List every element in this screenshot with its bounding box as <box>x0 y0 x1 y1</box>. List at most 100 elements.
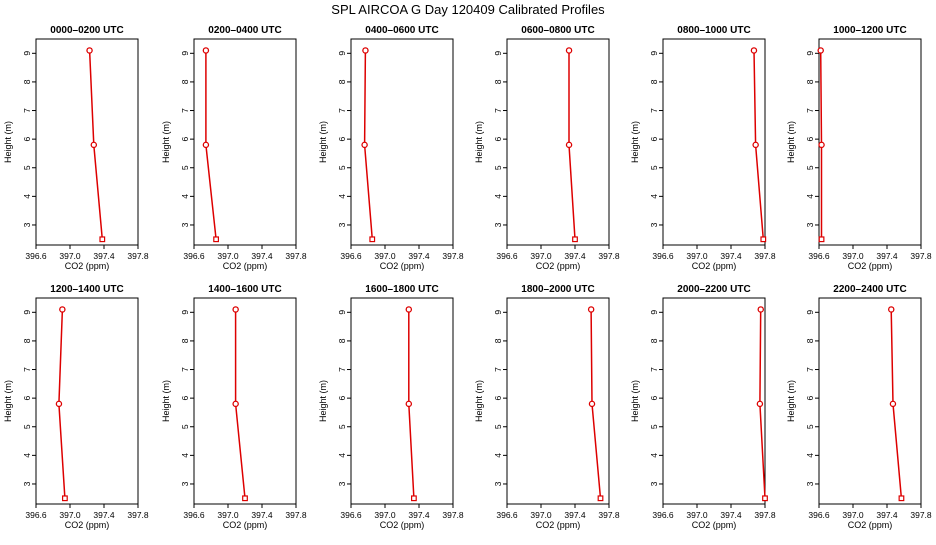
y-axis-label: Height (m) <box>630 380 640 422</box>
x-tick-label: 396.6 <box>652 251 674 261</box>
y-tick-label: 7 <box>493 367 503 372</box>
plot-frame <box>662 38 766 246</box>
plot-frame <box>35 38 139 246</box>
profile-point-square <box>762 495 768 502</box>
y-tick-label: 6 <box>180 137 190 142</box>
x-tick-label: 397.8 <box>127 510 149 520</box>
y-tick-label: 8 <box>805 338 815 343</box>
x-tick-label: 397.8 <box>285 251 307 261</box>
plot-frame <box>506 38 610 246</box>
y-tick-label: 8 <box>805 79 815 84</box>
x-tick-label: 397.4 <box>876 510 898 520</box>
profile-point-square <box>572 236 578 243</box>
x-axis-label: CO2 (ppm) <box>692 261 737 271</box>
plot-frame <box>193 38 297 246</box>
x-tick-label: 397.4 <box>93 510 115 520</box>
y-tick-label: 5 <box>649 165 659 170</box>
profile-point-circle <box>750 47 758 54</box>
panel-6: 1000–1200 UTC 396.6 397.0 397.4 397.8 3 4 5 6 7 8 9… <box>786 25 932 271</box>
y-tick-label: 8 <box>180 79 190 84</box>
y-tick-label: 8 <box>649 79 659 84</box>
profile-point-circle <box>565 47 573 54</box>
x-tick-label: 397.0 <box>686 251 708 261</box>
x-tick-label: 397.0 <box>59 251 81 261</box>
x-tick-label: 396.6 <box>183 510 205 520</box>
y-tick-label: 6 <box>22 396 32 401</box>
profile-point-circle <box>756 400 764 408</box>
y-tick-label: 3 <box>180 222 190 227</box>
y-tick-label: 3 <box>22 481 32 486</box>
plot-frame <box>506 297 610 505</box>
profile-point-circle <box>202 47 210 54</box>
x-tick-label: 397.8 <box>910 251 932 261</box>
y-tick-label: 5 <box>493 424 503 429</box>
x-tick-label: 397.8 <box>598 251 620 261</box>
plot-frame <box>35 297 139 505</box>
panel-title: 0800–1000 UTC <box>677 25 750 36</box>
y-tick-label: 4 <box>337 194 347 199</box>
y-tick-label: 8 <box>22 338 32 343</box>
y-tick-label: 4 <box>180 453 190 458</box>
y-tick-label: 7 <box>337 367 347 372</box>
y-tick-label: 9 <box>649 51 659 56</box>
y-tick-label: 3 <box>493 222 503 227</box>
x-tick-label: 397.8 <box>442 510 464 520</box>
y-tick-label: 9 <box>22 310 32 315</box>
profile-point-circle <box>232 400 239 408</box>
x-axis-label: CO2 (ppm) <box>536 520 581 530</box>
panel-title: 0200–0400 UTC <box>208 25 281 36</box>
panel-5: 0800–1000 UTC 396.6 397.0 397.4 397.8 3 4 5 6 7 8 9… <box>630 25 776 271</box>
y-axis-label: Height (m) <box>474 121 484 163</box>
x-tick-label: 396.6 <box>496 510 518 520</box>
y-tick-label: 5 <box>649 424 659 429</box>
panel-title: 2200–2400 UTC <box>833 284 906 295</box>
y-tick-label: 5 <box>493 165 503 170</box>
panel-title: 0400–0600 UTC <box>365 25 438 36</box>
y-tick-label: 4 <box>493 453 503 458</box>
x-tick-label: 396.6 <box>340 510 362 520</box>
y-axis-label: Height (m) <box>161 121 171 163</box>
x-tick-label: 397.4 <box>564 251 586 261</box>
plot-frame <box>350 38 454 246</box>
y-tick-label: 3 <box>337 481 347 486</box>
y-tick-label: 3 <box>805 481 815 486</box>
y-tick-label: 7 <box>493 108 503 113</box>
x-tick-label: 397.0 <box>217 510 239 520</box>
y-tick-label: 3 <box>180 481 190 486</box>
panel-4: 0600–0800 UTC 396.6 397.0 397.4 397.8 3 4 5 6 7 8 9… <box>474 25 620 271</box>
y-tick-label: 8 <box>493 338 503 343</box>
x-tick-label: 397.8 <box>598 510 620 520</box>
y-tick-label: 8 <box>337 338 347 343</box>
y-tick-label: 7 <box>22 367 32 372</box>
panel-title: 1200–1400 UTC <box>50 284 123 295</box>
panel-title: 0600–0800 UTC <box>521 25 594 36</box>
x-tick-label: 396.6 <box>808 251 830 261</box>
y-tick-label: 6 <box>337 137 347 142</box>
profile-point-circle <box>588 400 596 408</box>
x-axis-label: CO2 (ppm) <box>848 261 893 271</box>
y-tick-label: 4 <box>493 194 503 199</box>
profile-point-circle <box>362 47 369 54</box>
y-axis-label: Height (m) <box>318 380 328 422</box>
panel-9: 1600–1800 UTC 396.6 397.0 397.4 397.8 3 4 5 6 7 8 9… <box>318 284 464 530</box>
y-tick-label: 8 <box>649 338 659 343</box>
y-tick-label: 5 <box>805 424 815 429</box>
y-tick-label: 7 <box>180 367 190 372</box>
x-tick-label: 397.0 <box>530 510 552 520</box>
panel-title: 2000–2200 UTC <box>677 284 750 295</box>
x-axis-label: CO2 (ppm) <box>692 520 737 530</box>
y-tick-label: 9 <box>493 310 503 315</box>
y-tick-label: 3 <box>805 222 815 227</box>
profile-point-square <box>818 236 825 243</box>
y-tick-label: 6 <box>180 396 190 401</box>
panel-3: 0400–0600 UTC 396.6 397.0 397.4 397.8 3 4 5 6 7 8 9… <box>318 25 464 271</box>
x-tick-label: 397.0 <box>686 510 708 520</box>
y-tick-label: 3 <box>493 481 503 486</box>
y-tick-label: 9 <box>180 51 190 56</box>
profile-point-circle <box>889 400 897 408</box>
x-tick-label: 397.0 <box>842 251 864 261</box>
x-tick-label: 397.4 <box>720 251 742 261</box>
panel-title: 1000–1200 UTC <box>833 25 906 36</box>
y-tick-label: 6 <box>337 396 347 401</box>
